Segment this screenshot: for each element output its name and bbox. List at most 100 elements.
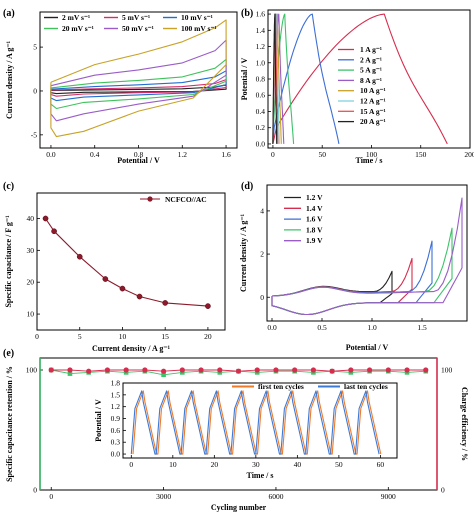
y-tick-label-b: 1.2 bbox=[256, 42, 266, 51]
legend-label-b-1: 2 A g⁻¹ bbox=[360, 55, 382, 64]
capacitance-point-c bbox=[42, 215, 49, 222]
y-tick-label-b: 1.6 bbox=[256, 10, 266, 19]
efficiency-point-e bbox=[292, 367, 298, 373]
capacitance-point-c bbox=[205, 303, 211, 309]
panel-label-e: (e) bbox=[3, 348, 14, 359]
capacitance-line-c bbox=[45, 218, 208, 307]
legend-label-d-2: 1.6 V bbox=[306, 215, 323, 224]
legend-label-b-4: 10 A g⁻¹ bbox=[360, 86, 386, 95]
x-tick-label-c: 15 bbox=[161, 332, 169, 341]
capacitance-point-c bbox=[102, 276, 109, 282]
inset-x-tick-label-e: 0 bbox=[129, 460, 133, 469]
y-tick-label-c: 10 bbox=[27, 310, 35, 319]
x-tick-label-d: 1.5 bbox=[417, 323, 427, 332]
efficiency-point-e bbox=[104, 367, 111, 373]
inset-y-axis-label-e: Potential / V bbox=[94, 399, 103, 442]
legend-label-d-0: 1.2 V bbox=[306, 193, 323, 202]
x-tick-label-c: 0 bbox=[35, 332, 39, 341]
x-tick-label-b: 150 bbox=[415, 150, 427, 159]
efficiency-point-e bbox=[160, 368, 167, 374]
inset-legend-label-e-0: first ten cycles bbox=[258, 382, 304, 391]
legend-label-c: NCFCO//AC bbox=[165, 195, 207, 204]
efficiency-point-e bbox=[254, 367, 260, 373]
y-tick-label-c: 20 bbox=[27, 278, 35, 287]
legend-label-b-3: 8 A g⁻¹ bbox=[360, 76, 382, 85]
capacitance-point-c bbox=[119, 285, 126, 292]
y-tick-label-d: 4 bbox=[260, 206, 264, 215]
efficiency-point-e bbox=[329, 368, 335, 374]
y-tick-label-a: -5 bbox=[31, 130, 37, 139]
legend-label-a-0: 2 mV s⁻¹ bbox=[62, 13, 90, 22]
y-tick-label-b: 0.0 bbox=[256, 139, 266, 148]
x-tick-label-d: 0.0 bbox=[267, 323, 277, 332]
y-axis-label-a: Current density / A g⁻¹ bbox=[5, 40, 14, 119]
y-tick-label-b: 1.4 bbox=[256, 26, 266, 35]
x-tick-label-c: 10 bbox=[119, 332, 127, 341]
legend-label-b-0: 1 A g⁻¹ bbox=[360, 45, 382, 54]
y-tick-label-b: 0.6 bbox=[256, 91, 266, 100]
gcd-curve-b-0 bbox=[272, 13, 448, 145]
y-axis-label-b: Potential / V bbox=[240, 58, 249, 101]
capacitance-point-c bbox=[136, 293, 143, 300]
legend-label-a-1: 5 mV s⁻¹ bbox=[122, 13, 150, 22]
legend-label-b-2: 5 A g⁻¹ bbox=[360, 66, 382, 75]
efficiency-point-e bbox=[385, 367, 391, 373]
inset-y-tick-label-e: 1.2 bbox=[111, 402, 121, 411]
efficiency-point-e bbox=[179, 367, 185, 373]
inset-y-tick-label-e: 0.3 bbox=[111, 438, 121, 447]
efficiency-point-e bbox=[366, 367, 373, 373]
efficiency-point-e bbox=[404, 367, 410, 373]
capacitance-point-c bbox=[162, 300, 169, 306]
x-tick-label-d: 0.5 bbox=[317, 323, 327, 332]
y-axis-label-c: Specific capacitance / F g⁻¹ bbox=[4, 215, 13, 308]
y-tick-label-b: 1.0 bbox=[256, 58, 266, 67]
x-axis-label-d: Potential / V bbox=[346, 343, 389, 352]
x-tick-label-b: 100 bbox=[366, 150, 378, 159]
inset-y-tick-label-e: 0.6 bbox=[111, 426, 121, 435]
legend-marker-c bbox=[147, 196, 153, 202]
x-tick-label-e: 3000 bbox=[156, 492, 171, 501]
y-tick-label-b: 0.2 bbox=[256, 123, 266, 132]
efficiency-point-e bbox=[217, 367, 223, 373]
cv-curve-a-0 bbox=[50, 84, 227, 95]
x-tick-label-c: 5 bbox=[78, 332, 82, 341]
inset-legend-label-e-1: last ten cycles bbox=[344, 382, 388, 391]
gcd-curve-b-7 bbox=[272, 13, 278, 144]
panel-label-c: (c) bbox=[3, 181, 14, 192]
plot-frame-d bbox=[266, 184, 468, 322]
efficiency-point-e bbox=[423, 367, 429, 373]
y-tick-label-c: 40 bbox=[27, 214, 35, 223]
y-tick-label-a: 5 bbox=[33, 43, 37, 52]
inset-x-tick-label-e: 20 bbox=[211, 460, 219, 469]
inset-x-tick-label-e: 30 bbox=[252, 460, 260, 469]
x-tick-label-a: 1.2 bbox=[178, 150, 188, 159]
y-tick-label-d: 0 bbox=[260, 293, 264, 302]
y-tick-label-c: 30 bbox=[27, 246, 35, 255]
y-tick-label-a: 0 bbox=[33, 86, 37, 95]
x-tick-label-b: 200 bbox=[464, 150, 474, 159]
legend-label-b-7: 20 A g⁻¹ bbox=[360, 117, 386, 126]
legend-label-a-5: 100 mV s⁻¹ bbox=[181, 24, 217, 33]
x-tick-label-e: 6000 bbox=[268, 492, 283, 501]
inset-y-tick-label-e: 0.9 bbox=[111, 414, 121, 423]
panel-label-a: (a) bbox=[3, 8, 15, 19]
inset-x-tick-label-e: 10 bbox=[169, 460, 177, 469]
x-axis-label-a: Potential / V bbox=[117, 156, 160, 165]
x-axis-label-e: Cycling number bbox=[211, 503, 267, 512]
legend-label-d-4: 1.9 V bbox=[306, 236, 323, 245]
inset-y-tick-label-e: 1.8 bbox=[111, 379, 121, 388]
efficiency-point-e bbox=[310, 367, 317, 373]
legend-label-d-1: 1.4 V bbox=[306, 204, 323, 213]
x-tick-label-a: 0.0 bbox=[46, 150, 56, 159]
inset-y-tick-label-e: 0.0 bbox=[111, 450, 121, 459]
x-axis-label-b: Time / s bbox=[356, 156, 383, 165]
cv-curve-a-1 bbox=[50, 79, 227, 97]
efficiency-point-e bbox=[123, 367, 129, 373]
right-tick-label-e: 0 bbox=[441, 486, 445, 495]
legend-label-b-5: 12 A g⁻¹ bbox=[360, 97, 386, 106]
legend-label-b-6: 15 A g⁻¹ bbox=[360, 107, 386, 116]
legend-label-a-2: 10 mV s⁻¹ bbox=[181, 13, 213, 22]
inset-gcd-line-e-1 bbox=[130, 390, 380, 455]
efficiency-point-e bbox=[67, 367, 73, 373]
inset-x-tick-label-e: 50 bbox=[335, 460, 343, 469]
